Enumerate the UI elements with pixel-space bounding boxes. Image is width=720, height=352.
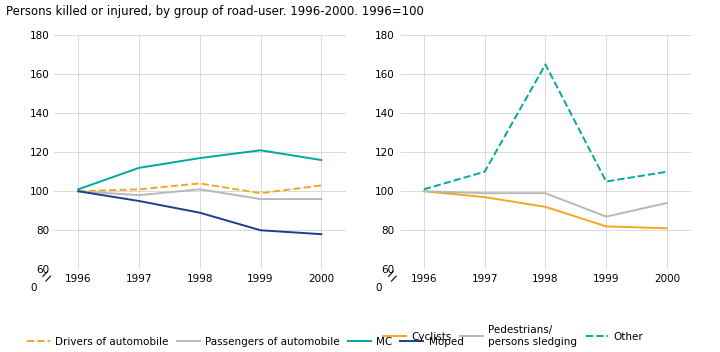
Text: 0: 0 xyxy=(30,283,37,293)
Text: Persons killed or injured, by group of road-user. 1996-2000. 1996=100: Persons killed or injured, by group of r… xyxy=(6,5,423,18)
Legend: Drivers of automobile, Passengers of automobile, MC, Moped: Drivers of automobile, Passengers of aut… xyxy=(27,337,464,347)
Legend: Cyclists, Pedestrians/
persons sledging, Other: Cyclists, Pedestrians/ persons sledging,… xyxy=(383,325,644,347)
Text: 0: 0 xyxy=(376,283,382,293)
